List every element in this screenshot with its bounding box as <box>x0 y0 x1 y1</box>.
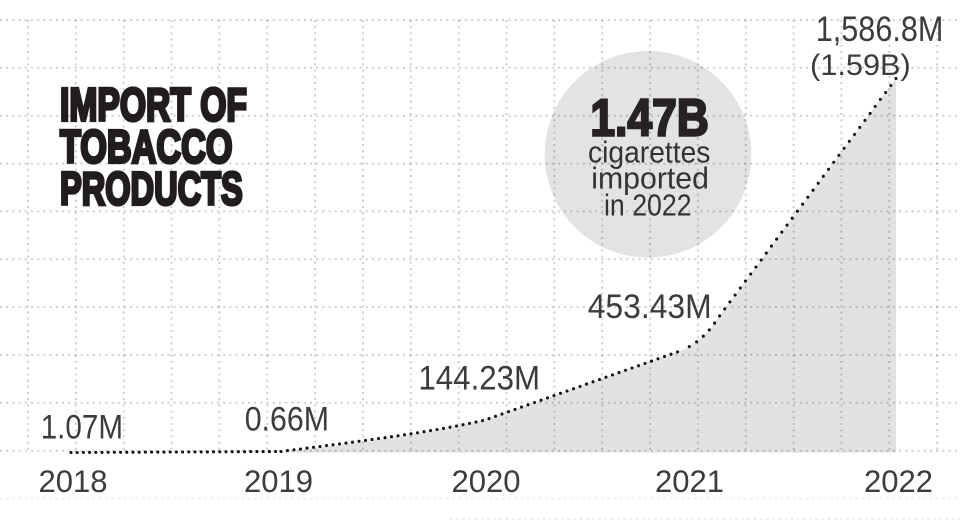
svg-text:453.43M: 453.43M <box>588 288 712 326</box>
svg-text:2021: 2021 <box>655 463 724 499</box>
svg-text:TOBACCO: TOBACCO <box>60 121 233 173</box>
svg-text:2022: 2022 <box>864 463 933 499</box>
svg-text:IMPORT OF: IMPORT OF <box>60 79 247 131</box>
svg-text:1.47B: 1.47B <box>590 89 709 147</box>
svg-text:(1.59B): (1.59B) <box>810 49 911 82</box>
svg-text:1.07M: 1.07M <box>41 409 123 447</box>
svg-text:imported: imported <box>591 162 709 196</box>
svg-text:in 2022: in 2022 <box>604 189 692 223</box>
svg-text:cigarettes: cigarettes <box>588 135 710 169</box>
svg-text:2019: 2019 <box>244 463 313 499</box>
svg-text:2018: 2018 <box>39 463 108 499</box>
svg-text:PRODUCTS: PRODUCTS <box>60 163 243 215</box>
svg-text:2020: 2020 <box>452 463 521 499</box>
svg-text:0.66M: 0.66M <box>245 401 329 439</box>
svg-text:144.23M: 144.23M <box>418 360 540 398</box>
svg-text:1,586.8M: 1,586.8M <box>816 9 944 49</box>
